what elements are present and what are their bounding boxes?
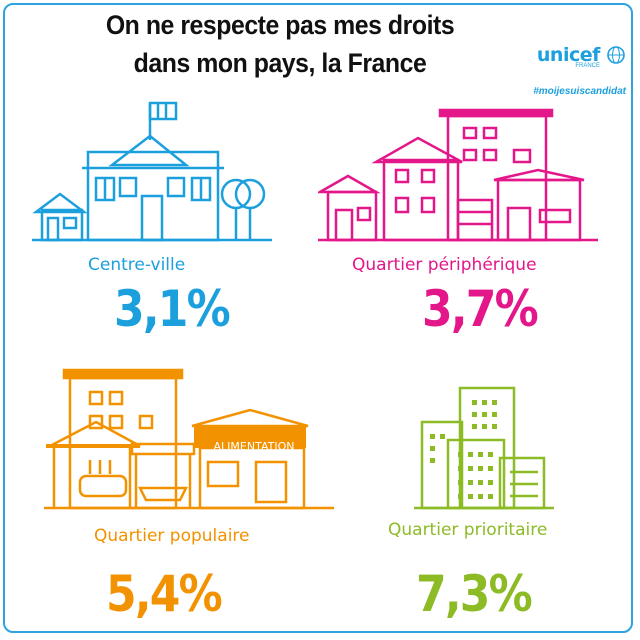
label-quartier-peripherique: Quartier périphérique bbox=[352, 255, 537, 275]
shop-sign-alimentation: ALIMENTATION bbox=[213, 440, 295, 453]
city-center-illustration bbox=[32, 101, 272, 242]
title-line-2: dans mon pays, la France bbox=[133, 48, 427, 78]
label-quartier-prioritaire: Quartier prioritaire bbox=[388, 520, 548, 540]
value-quartier-peripherique: 3,7% bbox=[422, 280, 539, 338]
logo-word: unicef bbox=[536, 44, 600, 66]
globe-icon bbox=[607, 46, 625, 64]
value-centre-ville: 3,1% bbox=[114, 280, 231, 338]
logo-sub: FRANCE bbox=[575, 63, 600, 69]
page-title: On ne respecte pas mes droits dans mon p… bbox=[59, 6, 501, 82]
hashtag: #moijesuiscandidat bbox=[533, 86, 626, 97]
suburb-illustration bbox=[318, 108, 598, 242]
working-class-illustration bbox=[44, 368, 334, 510]
priority-district-illustration bbox=[414, 386, 554, 510]
value-quartier-populaire: 5,4% bbox=[106, 565, 223, 623]
value-quartier-prioritaire: 7,3% bbox=[416, 565, 533, 623]
unicef-logo: unicef FRANCE bbox=[537, 44, 626, 69]
label-centre-ville: Centre-ville bbox=[88, 255, 186, 275]
title-line-1: On ne respecte pas mes droits bbox=[105, 10, 455, 40]
label-quartier-populaire: Quartier populaire bbox=[94, 526, 250, 546]
page-frame bbox=[3, 3, 633, 633]
